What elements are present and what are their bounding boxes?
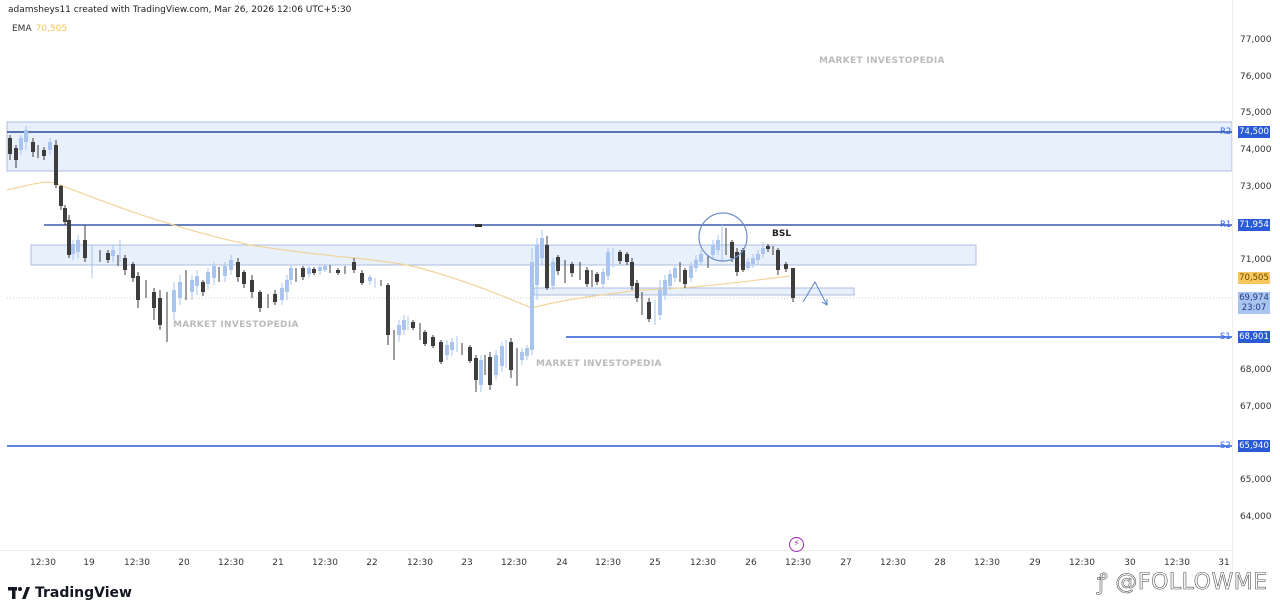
- projection-arrow: [802, 280, 828, 306]
- tradingview-logo[interactable]: TradingView: [8, 585, 132, 601]
- price-tick: 64,000: [1240, 512, 1272, 522]
- followme-watermark: ꝭ @FOLLOWME: [1097, 566, 1268, 596]
- r2-label: R2: [1220, 127, 1232, 137]
- time-tick: 24: [556, 558, 568, 568]
- time-tick: 12:30: [880, 558, 906, 568]
- time-tick: 22: [366, 558, 378, 568]
- last-price-tag: 69,974 23:07: [1238, 292, 1270, 314]
- ema-value: 70,505: [35, 24, 68, 34]
- price-chart[interactable]: [0, 0, 1232, 550]
- time-tick: 12:30: [124, 558, 150, 568]
- watermark-middle: MARKET INVESTOPEDIA: [536, 359, 662, 369]
- time-tick: 12:30: [785, 558, 811, 568]
- price-tick: 67,000: [1240, 402, 1272, 412]
- price-tick: 75,000: [1240, 108, 1272, 118]
- high-circle-annotation: [698, 212, 748, 262]
- time-tick: 19: [83, 558, 95, 568]
- time-tick: 25: [649, 558, 661, 568]
- time-tick: 12:30: [974, 558, 1000, 568]
- candles: [8, 126, 795, 392]
- ema-line: [6, 181, 791, 309]
- price-tick: 76,000: [1240, 72, 1272, 82]
- lower-zone: [533, 287, 855, 296]
- watermark-left: MARKET INVESTOPEDIA: [173, 320, 299, 330]
- r1-price-tag: 71,954: [1238, 219, 1270, 231]
- followme-text: @FOLLOWME: [1115, 570, 1268, 596]
- time-tick: 23: [461, 558, 473, 568]
- time-tick: 12:30: [1069, 558, 1095, 568]
- time-tick: 12:30: [312, 558, 338, 568]
- price-tick: 71,000: [1240, 255, 1272, 265]
- upper-zone: [6, 121, 1232, 172]
- time-axis-border: [0, 550, 1232, 551]
- followme-logo-icon: ꝭ: [1097, 570, 1116, 596]
- lightning-event-icon[interactable]: ⚡: [789, 537, 804, 552]
- time-tick: 12:30: [218, 558, 244, 568]
- ema-label: EMA: [12, 24, 32, 34]
- time-tick: 12:30: [690, 558, 716, 568]
- price-tick: 73,000: [1240, 182, 1272, 192]
- price-tick: 77,000: [1240, 35, 1272, 45]
- time-tick: 30: [1124, 558, 1136, 568]
- ema-price-tag: 70,505: [1238, 272, 1270, 284]
- s1-label: S1: [1220, 332, 1231, 342]
- time-tick: 31: [1218, 558, 1230, 568]
- s2-label: S2: [1220, 441, 1231, 451]
- bar-countdown: 23:07: [1241, 303, 1267, 313]
- time-tick: 28: [934, 558, 946, 568]
- chart-attribution: adamsheys11 created with TradingView.com…: [8, 5, 352, 15]
- ema-legend[interactable]: EMA 70,505: [12, 24, 67, 34]
- price-tick: 74,000: [1240, 145, 1272, 155]
- middle-zone: [30, 244, 977, 266]
- r2-price-tag: 74,500: [1238, 126, 1270, 138]
- time-tick: 12:30: [407, 558, 433, 568]
- last-price: 69,974: [1239, 293, 1269, 303]
- bsl-label: BSL: [772, 229, 792, 239]
- price-tick: 68,000: [1240, 365, 1272, 375]
- price-tick: 65,000: [1240, 475, 1272, 485]
- tradingview-logo-icon: [8, 587, 30, 599]
- time-tick: 12:30: [501, 558, 527, 568]
- watermark-top: MARKET INVESTOPEDIA: [819, 56, 945, 66]
- time-tick: 12:30: [595, 558, 621, 568]
- time-tick: 27: [840, 558, 852, 568]
- s1-price-tag: 68,901: [1238, 331, 1270, 343]
- r1-marker: [475, 224, 482, 227]
- time-tick: 12:30: [30, 558, 56, 568]
- time-tick: 12:30: [1164, 558, 1190, 568]
- time-tick: 21: [272, 558, 284, 568]
- r1-label: R1: [1220, 220, 1232, 230]
- time-tick: 26: [745, 558, 757, 568]
- tradingview-brand: TradingView: [35, 585, 132, 601]
- s2-price-tag: 65,940: [1238, 440, 1270, 452]
- price-axis-border: [1232, 0, 1233, 570]
- time-tick: 29: [1029, 558, 1041, 568]
- time-tick: 20: [178, 558, 190, 568]
